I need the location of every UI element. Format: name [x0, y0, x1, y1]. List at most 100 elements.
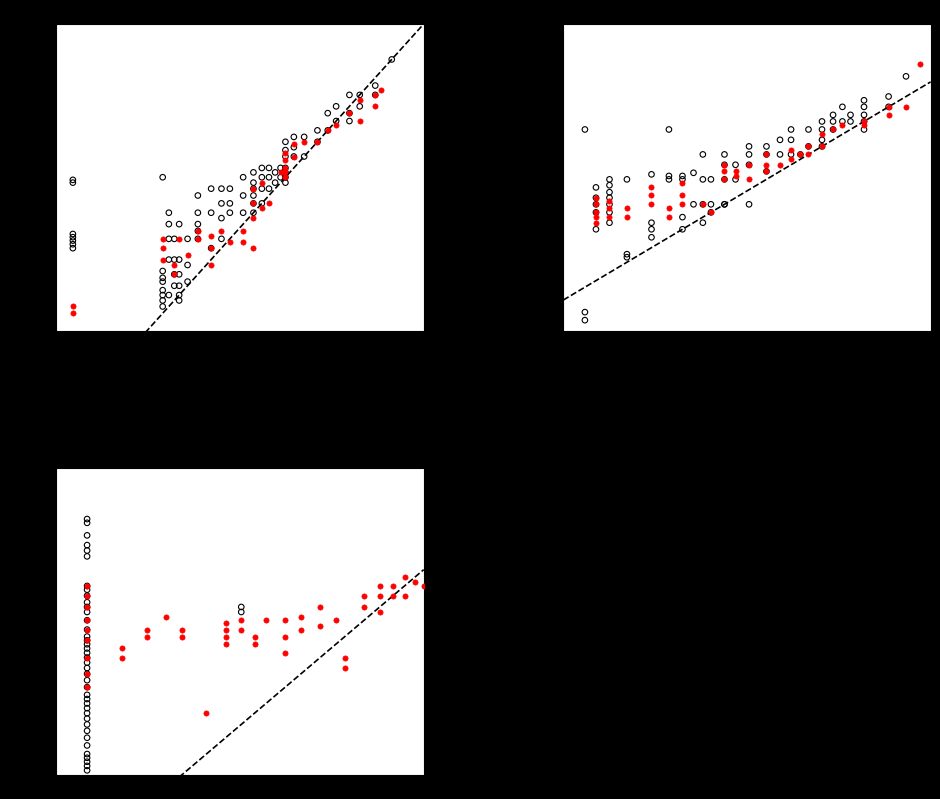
Point [204, 206, 219, 219]
Point [80, 590, 95, 602]
Point [80, 674, 95, 686]
Point [246, 212, 261, 225]
Point [602, 192, 617, 205]
Point [675, 198, 690, 211]
Point [261, 197, 276, 210]
Point [66, 177, 81, 189]
Point [385, 590, 400, 602]
Point [180, 248, 196, 261]
Point [742, 148, 757, 161]
Point [180, 233, 196, 245]
Point [214, 182, 229, 195]
Point [835, 101, 850, 113]
Point [814, 133, 829, 146]
Point [80, 725, 95, 737]
Point [246, 182, 261, 195]
Point [155, 294, 170, 307]
Point [856, 119, 871, 132]
Point [342, 107, 357, 120]
Point [881, 101, 896, 113]
Point [172, 253, 187, 266]
Y-axis label: Detected Females Count: Detected Females Count [508, 100, 521, 255]
Point [162, 253, 177, 266]
Point [644, 217, 659, 229]
Point [247, 630, 262, 643]
Point [80, 662, 95, 674]
Point [368, 79, 383, 92]
Point [368, 100, 383, 113]
Point [784, 144, 799, 157]
Point [273, 161, 288, 174]
Point [742, 198, 757, 211]
Point [742, 158, 757, 171]
Point [337, 651, 352, 664]
Point [80, 601, 95, 614]
Point [588, 206, 603, 219]
Point [835, 119, 850, 132]
Point [278, 135, 293, 148]
Title: Manual Caligus Count vs Detected Caligus Count
Pearson's Correlation  (scientifi: Manual Caligus Count vs Detected Caligus… [74, 435, 406, 463]
Point [856, 123, 871, 136]
Point [329, 100, 344, 113]
Point [374, 84, 389, 97]
Point [80, 731, 95, 744]
Point [742, 173, 757, 185]
Point [662, 201, 677, 214]
Point [602, 186, 617, 199]
Point [759, 158, 774, 171]
Point [784, 123, 799, 136]
Point [255, 161, 270, 174]
Point [139, 630, 154, 643]
Point [277, 646, 292, 659]
Point [190, 225, 205, 237]
Point [246, 242, 261, 255]
Point [588, 217, 603, 229]
Point [80, 516, 95, 529]
Point [180, 275, 196, 288]
Point [277, 630, 292, 643]
Point [328, 614, 343, 626]
Point [80, 614, 95, 626]
Text: B: B [512, 0, 533, 6]
Point [801, 123, 816, 136]
Y-axis label: Detected movable Count: Detected movable Count [1, 99, 14, 256]
Point [218, 630, 233, 643]
Point [696, 198, 711, 211]
Point [246, 197, 261, 210]
Point [172, 294, 187, 307]
Point [172, 233, 187, 245]
Point [204, 182, 219, 195]
Point [278, 153, 293, 166]
Point [856, 109, 871, 121]
Text: A: A [5, 0, 26, 6]
Point [273, 171, 288, 184]
Point [234, 606, 249, 618]
Point [80, 646, 95, 659]
Point [717, 158, 732, 171]
Point [247, 638, 262, 650]
Point [223, 236, 238, 248]
Point [686, 198, 701, 211]
Point [255, 197, 270, 210]
Point [155, 253, 170, 266]
Point [784, 133, 799, 146]
Point [246, 197, 261, 210]
Point [759, 148, 774, 161]
Point [881, 109, 896, 121]
Point [80, 623, 95, 636]
Point [80, 601, 95, 614]
Point [792, 148, 807, 161]
Point [321, 124, 336, 137]
Point [115, 642, 130, 655]
Title: Manual Females Count vs Detected Females Count
Pearson's Correlation  (scientifi: Manual Females Count vs Detected Females… [581, 0, 913, 18]
Point [416, 579, 431, 592]
Point [190, 189, 205, 202]
Point [372, 590, 387, 602]
Point [602, 179, 617, 192]
Point [825, 109, 840, 121]
Point [287, 141, 302, 153]
Point [856, 115, 871, 128]
Point [155, 284, 170, 296]
Point [223, 197, 238, 210]
Point [155, 242, 170, 255]
